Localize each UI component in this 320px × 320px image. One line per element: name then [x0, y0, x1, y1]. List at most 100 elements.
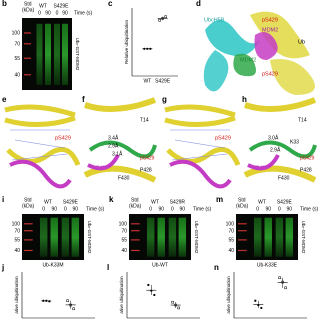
label: P428: [300, 167, 312, 173]
point: [149, 47, 152, 50]
panel-letter: d: [196, 0, 201, 8]
label: F430: [118, 175, 130, 181]
label: ative ubiquitination: [119, 276, 124, 314]
label: pS429: [262, 17, 278, 23]
label: Ub-WT: [152, 262, 168, 268]
label: 90: [51, 206, 57, 212]
label: S429R: [170, 199, 186, 205]
label: 90: [45, 10, 51, 16]
ladder-band: [24, 239, 33, 241]
label: 100: [119, 222, 128, 228]
label: 70: [121, 228, 127, 234]
point: [158, 18, 161, 22]
label: WT: [39, 3, 47, 9]
point: [281, 280, 284, 284]
ladder-band: [238, 239, 247, 241]
ladder-band: [131, 249, 140, 252]
point: [42, 299, 45, 302]
point: [161, 17, 164, 20]
label: (kDa): [129, 203, 142, 209]
label: 2.9Å: [270, 146, 281, 153]
lane-smear: [275, 217, 284, 257]
label: 55: [228, 238, 234, 244]
label: (kDa): [236, 203, 249, 209]
lane-smear: [264, 217, 272, 257]
point: [257, 303, 260, 307]
label: 90: [73, 206, 79, 212]
ladder-band: [238, 249, 247, 252]
label: 70: [14, 228, 20, 234]
ladder-band: [24, 32, 31, 34]
ladder-band: [238, 223, 247, 225]
ladder-band: [24, 43, 31, 45]
label: 90: [158, 206, 164, 212]
label: WT: [143, 78, 151, 84]
label: Std: [24, 197, 32, 203]
lane-smear: [54, 23, 60, 85]
label: 70: [228, 228, 234, 234]
label: 0: [149, 206, 152, 212]
label: 100: [12, 222, 21, 228]
label: 0: [171, 206, 174, 212]
label: E49: [256, 165, 265, 171]
lane-smear: [61, 217, 70, 257]
panel-letter: h: [242, 95, 247, 104]
label: Time (s): [86, 206, 104, 212]
label: 3.1Å: [112, 150, 123, 157]
label: 40: [121, 248, 127, 254]
label: F430: [278, 175, 290, 181]
label: Relative ubiquitination: [124, 19, 129, 64]
point: [66, 299, 69, 302]
panel-letter: k: [109, 195, 114, 204]
point: [174, 303, 177, 307]
point: [278, 276, 281, 279]
point: [254, 299, 257, 302]
label: S429E: [277, 199, 293, 205]
label: 40: [228, 248, 234, 254]
label: 2.9Å: [108, 142, 119, 149]
lane-smear: [253, 217, 262, 257]
label: S429E: [53, 3, 69, 9]
ladder-band: [131, 230, 140, 232]
label: Std: [24, 1, 32, 7]
label: Ubₙ-GST-MDM2: [301, 221, 306, 254]
point: [260, 306, 263, 310]
label: MDM2: [262, 27, 278, 33]
label: pS429: [262, 71, 278, 77]
lane-smear: [71, 217, 80, 257]
lane-smear: [146, 217, 155, 257]
label: WT: [151, 199, 159, 205]
panel-letter: b: [2, 0, 7, 8]
label: 0: [278, 206, 281, 212]
point: [45, 299, 48, 302]
label: pS429: [215, 135, 231, 141]
lane-smear: [36, 23, 43, 85]
point: [69, 303, 72, 307]
label: T14: [298, 117, 307, 123]
ladder-band: [131, 223, 140, 225]
label: 70: [14, 42, 20, 48]
lane-smear: [178, 217, 187, 257]
lane-smear: [45, 23, 51, 85]
label: 0: [256, 206, 259, 212]
point: [177, 306, 180, 310]
label: (kDa): [22, 203, 35, 209]
panel-letter: n: [214, 263, 219, 272]
label: 0: [42, 206, 45, 212]
panel-letter: g: [162, 95, 167, 104]
label: P428: [140, 167, 152, 173]
ladder-band: [24, 223, 33, 225]
lane-smear: [39, 217, 48, 257]
label: Ub-K33E: [257, 262, 278, 268]
label: S429E: [63, 199, 79, 205]
point: [164, 15, 167, 18]
lane-smear: [62, 23, 68, 85]
lane-smear: [50, 217, 58, 257]
label: Time (s): [74, 10, 92, 16]
label: Std: [238, 197, 246, 203]
label: ative ubiquitination: [14, 276, 19, 314]
lane-smear: [157, 217, 165, 257]
ladder-band: [24, 57, 31, 59]
label: UbcH5B: [204, 17, 225, 23]
ladder-band: [24, 74, 31, 76]
